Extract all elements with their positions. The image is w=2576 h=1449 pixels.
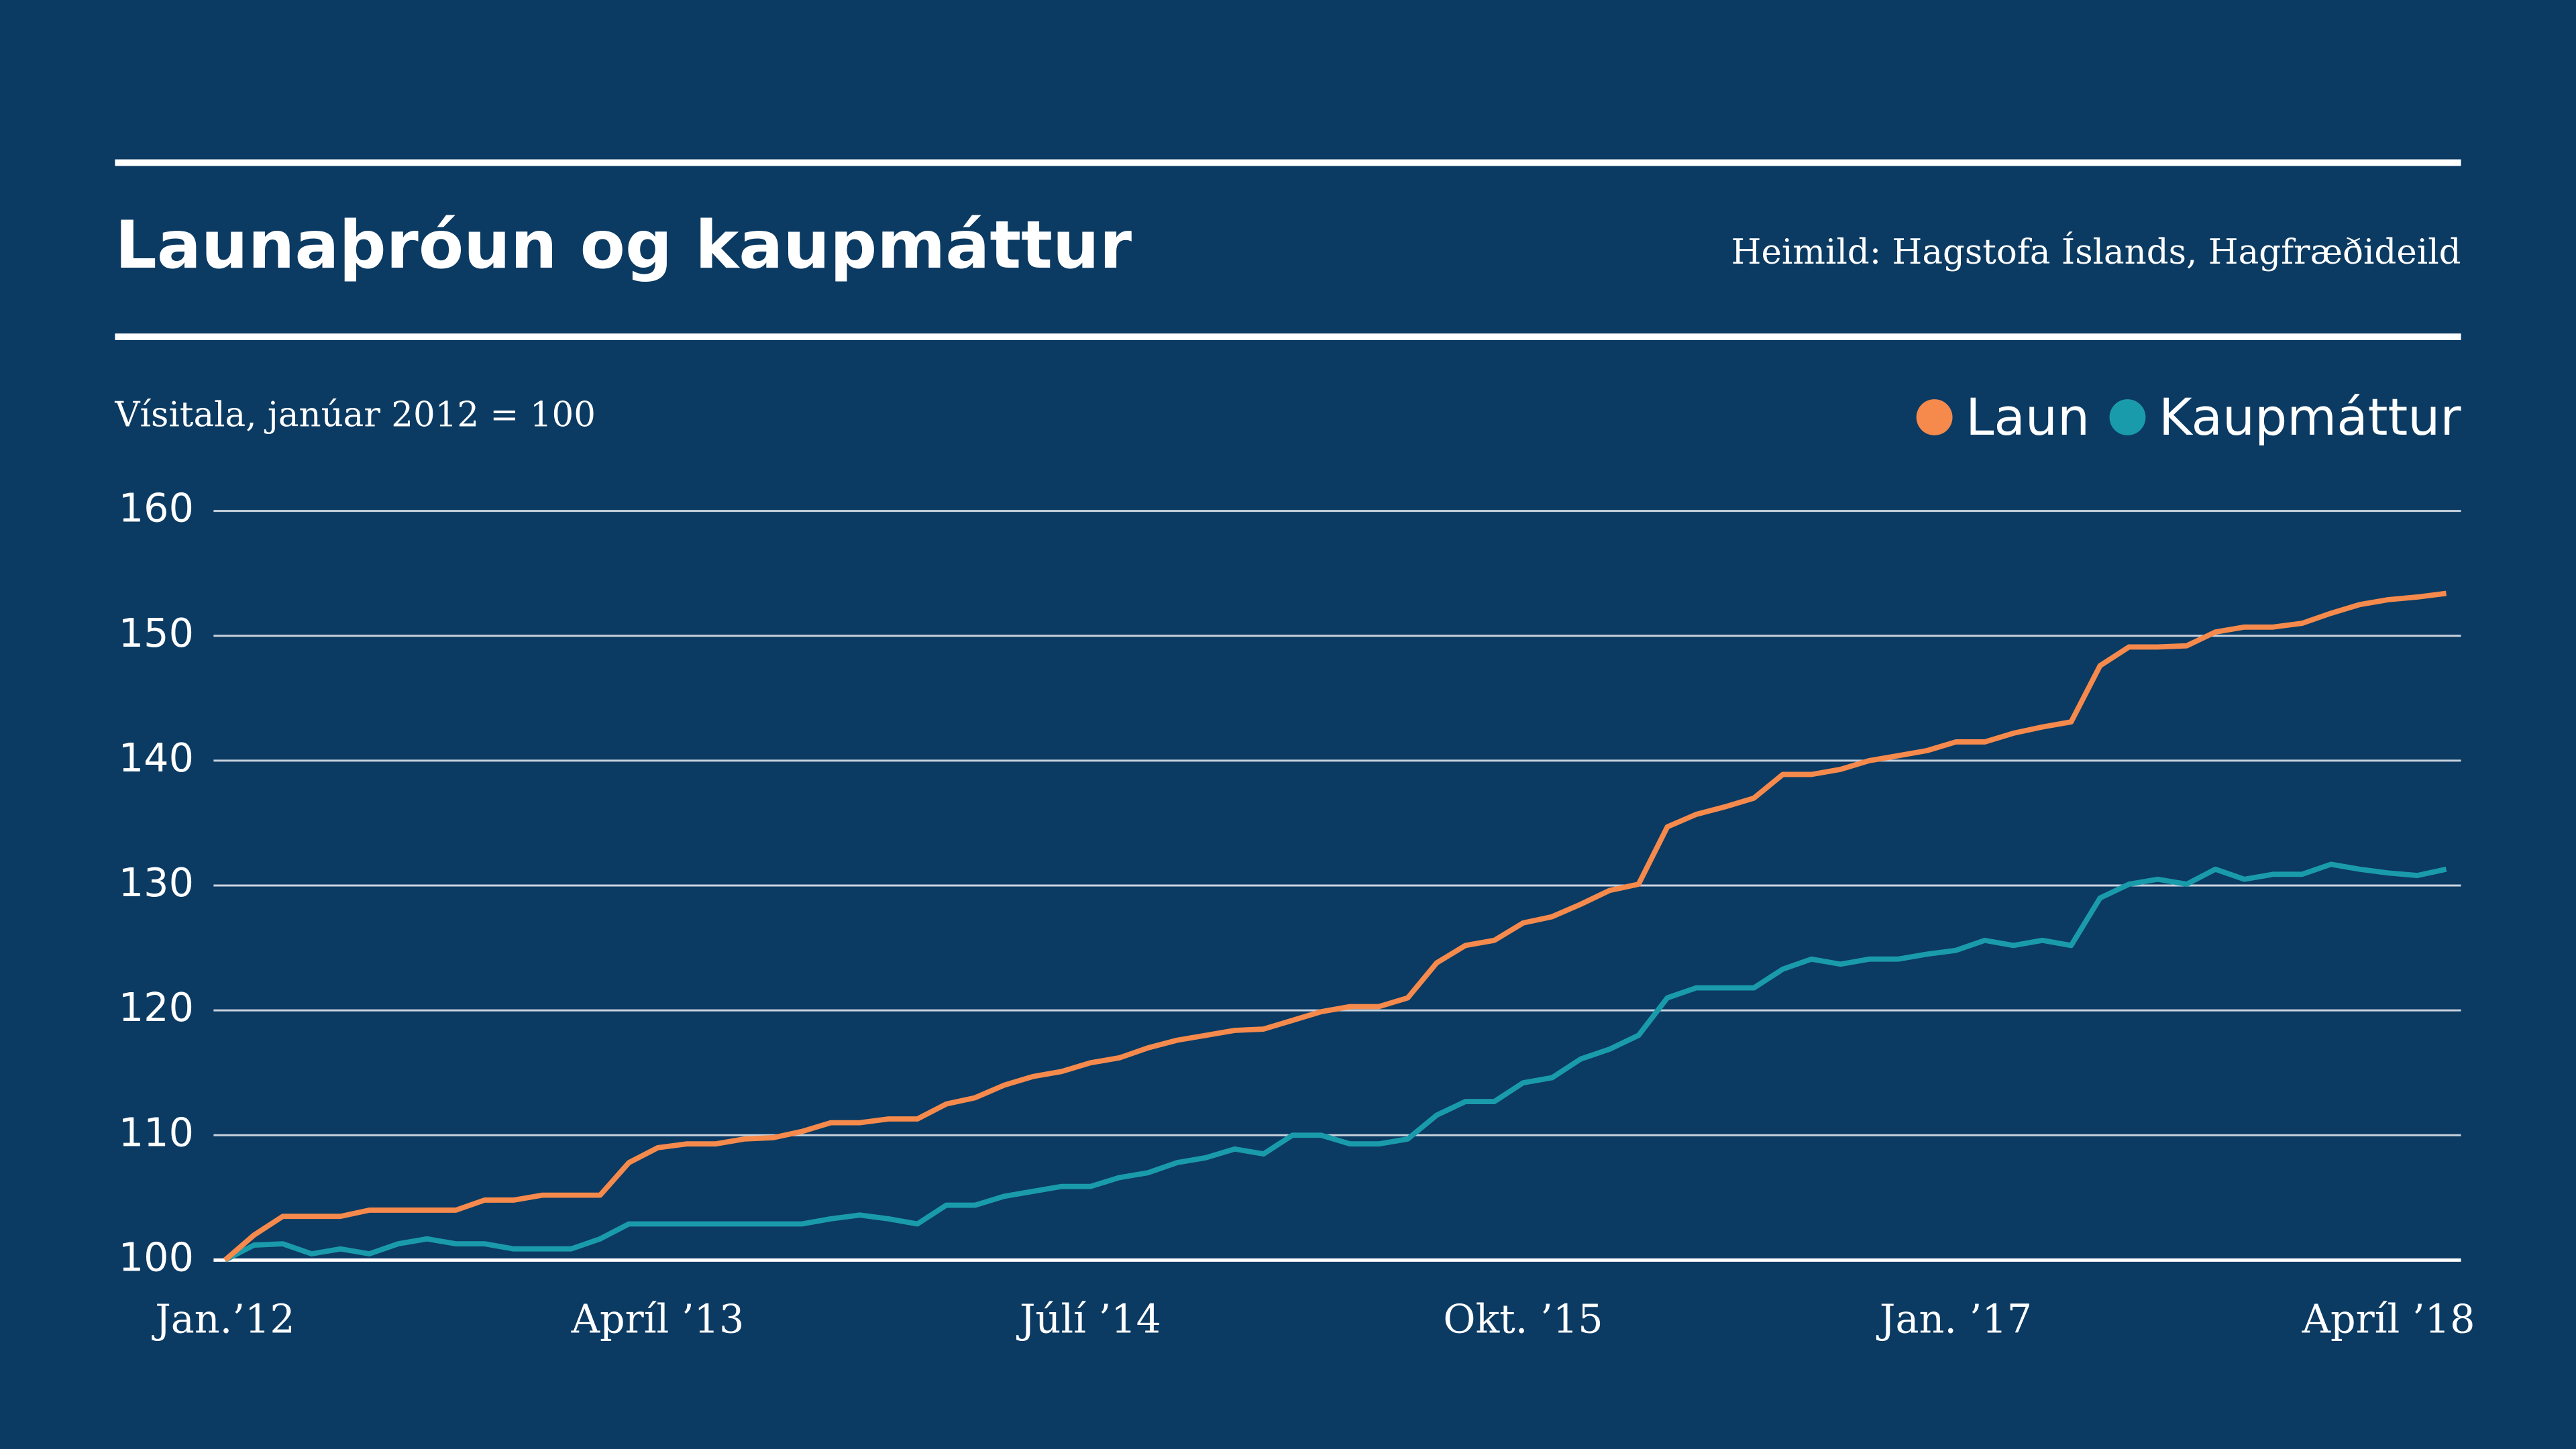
line-series (223, 861, 2447, 1263)
x-tick-label: Jan. ’17 (1876, 1295, 2032, 1342)
legend-label: Kaupmáttur (2159, 388, 2461, 447)
legend-marker (1916, 399, 1953, 435)
y-tick-label: 110 (119, 1109, 194, 1155)
source: Heimild: Hagstofa Íslands, Hagfræðideild (1731, 231, 2461, 272)
x-tick-label: Apríl ’18 (2302, 1295, 2475, 1342)
legend-label: Laun (1966, 388, 2090, 447)
chart-title: Launaþróun og kaupmáttur (115, 207, 1132, 284)
legend-marker (2109, 399, 2146, 435)
y-axis-label: Vísitala, janúar 2012 = 100 (114, 395, 596, 435)
y-tick-label: 140 (119, 735, 194, 781)
line-series (223, 590, 2447, 1263)
y-tick-label: 130 (119, 859, 194, 906)
bottom-rule (115, 333, 2461, 340)
top-rule (115, 159, 2461, 166)
y-tick-label: 160 (119, 485, 194, 531)
y-tick-label: 100 (119, 1234, 194, 1280)
x-tick-label: Apríl ’13 (571, 1295, 745, 1342)
y-tick-label: 120 (119, 984, 194, 1030)
x-tick-label: Okt. ’15 (1443, 1295, 1603, 1342)
x-tick-label: Júlí ’14 (1016, 1295, 1161, 1342)
x-tick-label: Jan.’12 (152, 1295, 295, 1342)
y-tick-label: 150 (119, 610, 194, 656)
